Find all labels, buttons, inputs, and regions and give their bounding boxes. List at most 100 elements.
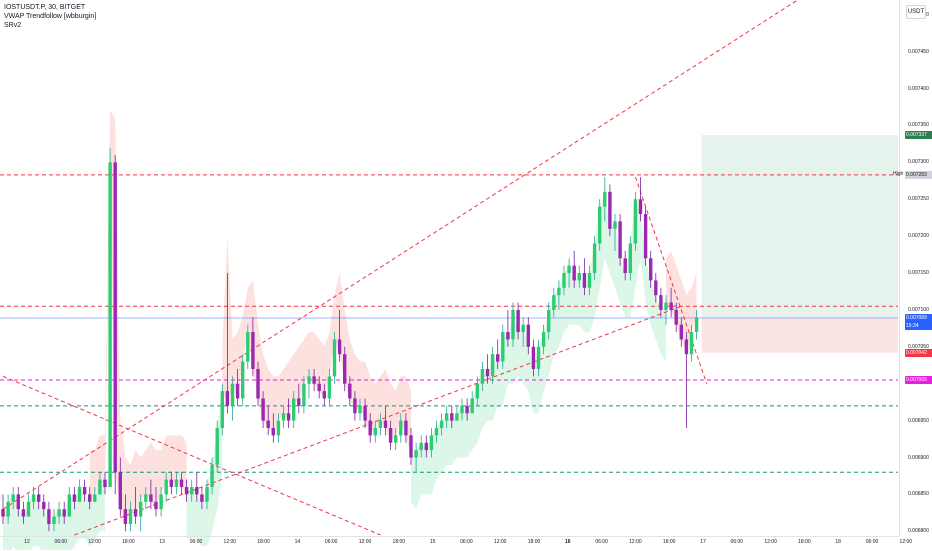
time-tick-label: 12:00 xyxy=(358,539,372,545)
candle-body-82 xyxy=(419,442,423,451)
candle-body-126 xyxy=(643,214,648,259)
candle-body-11 xyxy=(57,509,61,517)
candle-body-63 xyxy=(322,391,326,399)
candle-body-67 xyxy=(343,354,347,384)
candle-body-108 xyxy=(552,295,556,310)
vwap-band-2 xyxy=(186,391,223,547)
candle-body-118 xyxy=(603,191,607,207)
candle-body-27 xyxy=(139,501,143,517)
candle-body-110 xyxy=(562,273,566,288)
price-tick-label: 0.006800 xyxy=(908,528,929,535)
vwap-band-8 xyxy=(666,250,697,355)
candle-body-78 xyxy=(399,420,403,436)
time-tick-label: 18:00 xyxy=(122,539,135,545)
candle-body-95 xyxy=(485,368,490,377)
time-tick-label: 06:00 xyxy=(460,539,473,545)
candle-body-15 xyxy=(77,487,82,502)
price-tick-label: 0.006900 xyxy=(908,454,929,461)
candle-body-51 xyxy=(261,398,265,421)
time-tick-label: 06:00 xyxy=(189,539,203,545)
candle-body-106 xyxy=(541,332,546,347)
price-tag-value: 0.007337 xyxy=(906,132,927,139)
candle-body-18 xyxy=(93,494,97,502)
time-tick-label: 18:00 xyxy=(392,539,406,545)
candle-body-122 xyxy=(623,258,627,274)
vwap-band-7 xyxy=(574,191,666,362)
candle-body-12 xyxy=(62,509,66,517)
candle-body-29 xyxy=(149,494,153,502)
symbol-title[interactable]: IOSTUSDT.P, 30, BITGET xyxy=(4,4,86,11)
candle-body-20 xyxy=(103,479,107,488)
candle-body-68 xyxy=(348,383,352,399)
price-tick-label: 0.007300 xyxy=(908,159,929,166)
candle-body-38 xyxy=(195,487,199,495)
candle-body-75 xyxy=(383,420,388,428)
candle-body-103 xyxy=(526,324,530,347)
time-scale[interactable] xyxy=(0,536,899,551)
candle-body-120 xyxy=(613,221,617,229)
candle-body-104 xyxy=(531,346,536,369)
price-tick-label: 0.007450 xyxy=(908,48,929,55)
time-tick-label: 18:00 xyxy=(257,539,270,545)
candle-body-91 xyxy=(465,405,469,414)
time-tick-label: 12:00 xyxy=(764,539,777,545)
price-tick-label: 0.007150 xyxy=(908,270,929,277)
candle-body-115 xyxy=(587,273,592,288)
price-tick-label: 0.006950 xyxy=(908,417,929,424)
price-tick-label: 0.007200 xyxy=(908,233,929,240)
candle-body-23 xyxy=(118,472,122,510)
candle-body-101 xyxy=(516,309,520,333)
candle-body-50 xyxy=(256,368,260,399)
time-tick-label: 18:00 xyxy=(527,539,541,545)
price-tick-label: 0.007350 xyxy=(908,122,929,129)
candle-body-65 xyxy=(332,339,337,377)
candle-body-26 xyxy=(133,509,138,517)
candle-body-60 xyxy=(307,376,311,384)
candle-body-21 xyxy=(108,162,112,488)
candle-body-130 xyxy=(664,302,668,310)
candle-body-85 xyxy=(434,428,439,436)
candle-body-80 xyxy=(409,435,413,458)
time-tick-label: 06:00 xyxy=(730,539,744,545)
candle-body-127 xyxy=(649,258,653,281)
candle-body-17 xyxy=(88,494,92,502)
candle-body-43 xyxy=(220,391,224,428)
candle-body-113 xyxy=(577,273,581,281)
candle-body-39 xyxy=(200,494,204,502)
time-tick-label: 12 xyxy=(24,539,30,545)
price-tag-2: 0.007089 15:34 xyxy=(905,314,932,331)
candle-body-81 xyxy=(414,450,418,458)
position-target-zone xyxy=(701,135,898,319)
time-tick-label: 15 xyxy=(429,539,436,545)
candle-body-37 xyxy=(190,487,194,495)
time-tick-label: 17 xyxy=(700,539,706,545)
indicator-vwap-label[interactable]: VWAP Trendfollow [wbburgin] xyxy=(4,13,97,20)
candle-body-129 xyxy=(659,295,663,310)
candle-body-48 xyxy=(246,332,250,362)
currency-button[interactable]: USDT xyxy=(906,5,926,19)
candle-body-5 xyxy=(26,501,31,517)
candle-body-28 xyxy=(144,494,148,502)
candle-body-16 xyxy=(82,487,87,495)
candle-body-4 xyxy=(21,509,26,517)
candle-body-84 xyxy=(429,435,434,451)
high-label: High xyxy=(893,171,904,177)
candle-body-107 xyxy=(547,309,551,333)
price-tick-label: 0.007100 xyxy=(908,306,929,313)
price-scale[interactable] xyxy=(899,0,932,536)
candle-body-14 xyxy=(72,494,77,502)
indicator-srv2-label[interactable]: SRv2 xyxy=(4,22,22,29)
time-tick-label: 18:00 xyxy=(798,539,811,545)
candle-body-128 xyxy=(654,280,658,296)
candle-body-112 xyxy=(572,265,576,281)
candle-body-73 xyxy=(373,428,377,436)
candle-body-1 xyxy=(6,501,10,517)
candle-body-93 xyxy=(475,383,479,399)
candle-body-8 xyxy=(42,501,46,510)
candle-body-125 xyxy=(638,199,643,214)
candle-body-9 xyxy=(47,509,51,524)
candle-body-22 xyxy=(113,162,117,473)
vwap-band-3 xyxy=(222,236,309,436)
